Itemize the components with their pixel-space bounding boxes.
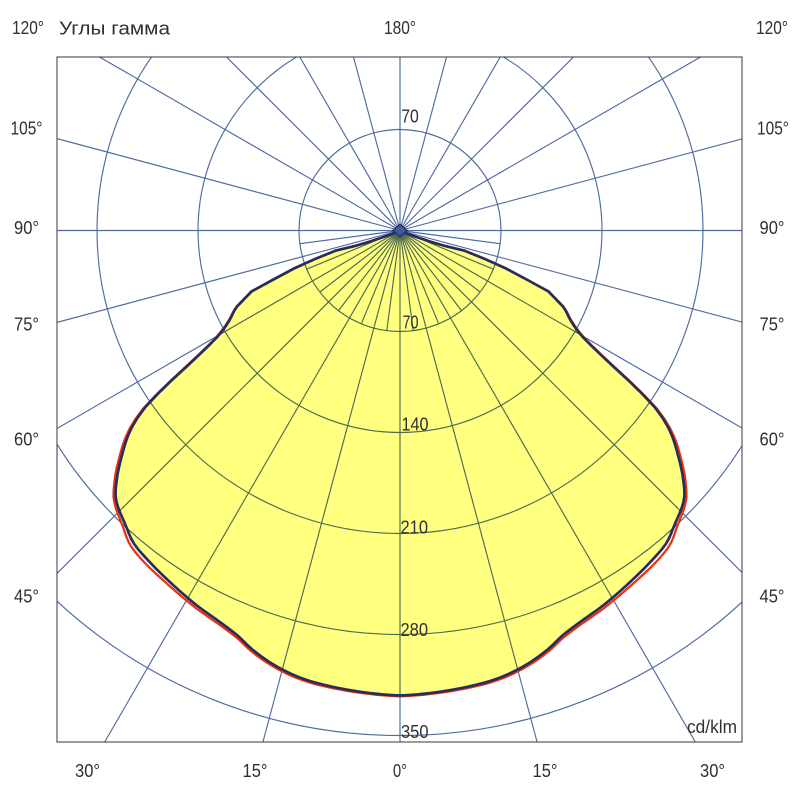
svg-text:120°: 120°: [756, 17, 788, 38]
svg-text:70: 70: [403, 312, 419, 333]
svg-text:15°: 15°: [533, 760, 558, 781]
svg-text:105°: 105°: [757, 118, 789, 139]
svg-text:120°: 120°: [12, 17, 44, 38]
svg-text:350: 350: [401, 721, 429, 742]
svg-text:75°: 75°: [760, 314, 785, 335]
svg-text:45°: 45°: [14, 586, 39, 607]
svg-text:30°: 30°: [75, 760, 100, 781]
svg-text:75°: 75°: [14, 314, 39, 335]
svg-text:140: 140: [402, 414, 429, 435]
svg-text:70: 70: [401, 106, 419, 127]
svg-text:60°: 60°: [760, 429, 785, 450]
svg-text:30°: 30°: [700, 760, 725, 781]
svg-text:90°: 90°: [14, 217, 39, 238]
svg-text:0°: 0°: [393, 760, 407, 781]
svg-text:15°: 15°: [243, 760, 268, 781]
svg-text:105°: 105°: [11, 118, 43, 139]
svg-text:cd/klm: cd/klm: [687, 716, 737, 737]
svg-text:90°: 90°: [760, 217, 785, 238]
svg-text:180°: 180°: [384, 17, 416, 38]
svg-text:45°: 45°: [760, 586, 785, 607]
svg-text:60°: 60°: [14, 429, 39, 450]
svg-text:Углы гамма: Углы гамма: [59, 18, 171, 39]
svg-text:210: 210: [401, 517, 429, 538]
svg-text:280: 280: [401, 619, 429, 640]
